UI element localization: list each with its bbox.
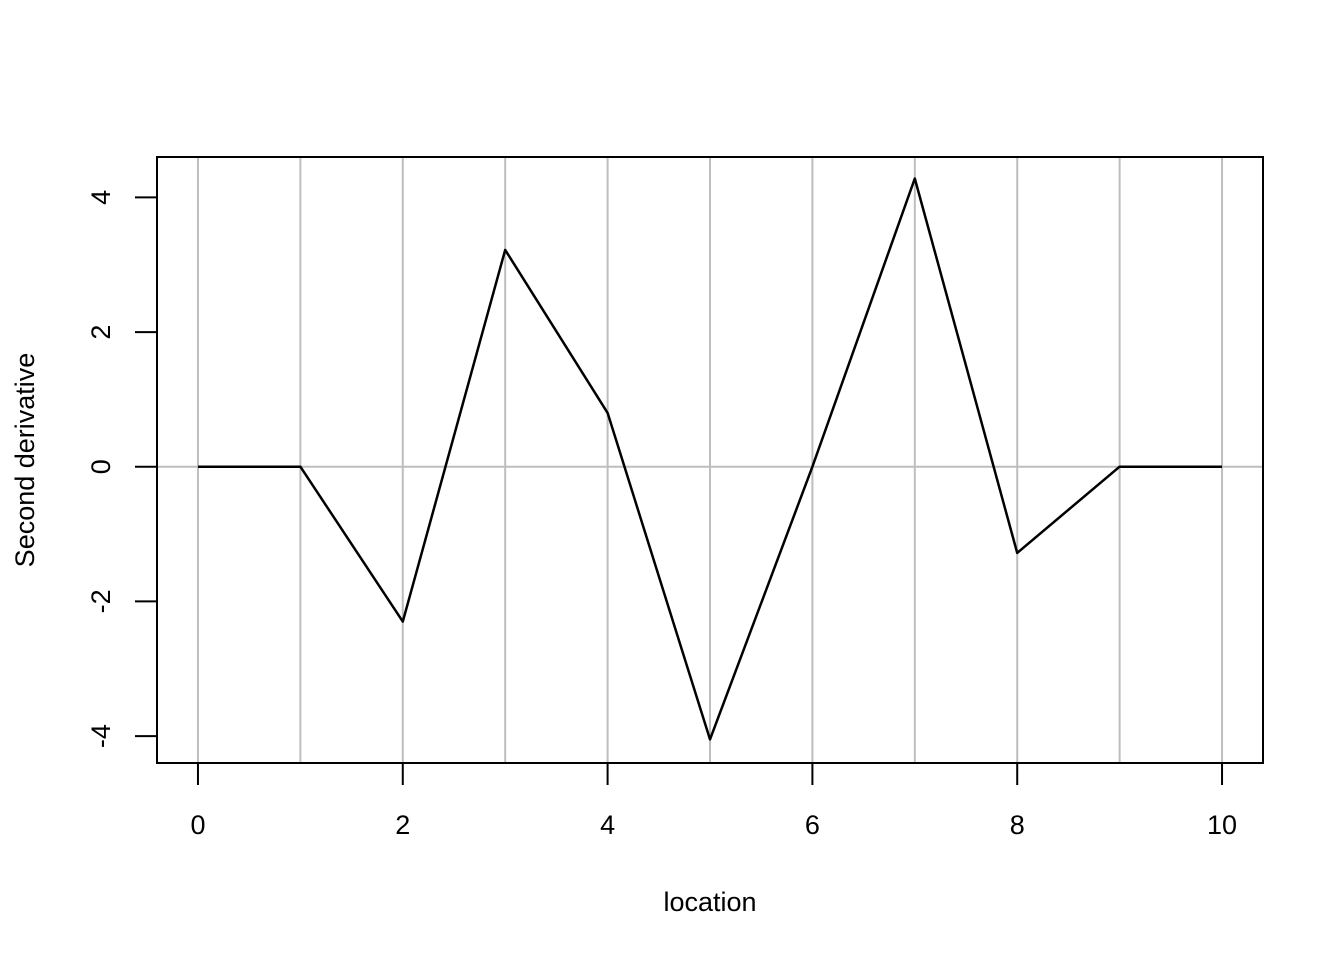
- x-axis: 0 2 4 6 8 10: [190, 762, 1237, 840]
- x-tick-label: 0: [190, 810, 205, 840]
- x-tick-label: 4: [600, 810, 615, 840]
- y-tick-label: 4: [86, 190, 116, 205]
- x-tick-label: 2: [395, 810, 410, 840]
- grid: [157, 157, 1263, 763]
- series-line: [198, 177, 1222, 741]
- x-tick-label: 8: [1010, 810, 1025, 840]
- y-tick-label: 0: [86, 459, 116, 474]
- y-tick-label: -4: [86, 724, 116, 748]
- series-layer: [198, 177, 1222, 741]
- y-axis: -4 -2 0 2 4: [86, 190, 158, 748]
- y-axis-title: Second derivative: [10, 353, 40, 568]
- y-tick-label: -2: [86, 589, 116, 613]
- y-tick-label: 2: [86, 325, 116, 340]
- x-tick-label: 10: [1207, 810, 1237, 840]
- x-axis-title: location: [663, 887, 756, 917]
- x-tick-label: 6: [805, 810, 820, 840]
